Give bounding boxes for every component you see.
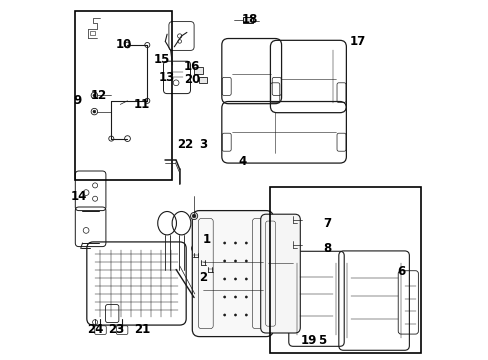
Circle shape — [191, 244, 200, 253]
Text: 11: 11 — [134, 98, 150, 111]
FancyBboxPatch shape — [192, 211, 273, 337]
Text: 9: 9 — [73, 94, 81, 107]
Text: 21: 21 — [134, 323, 150, 336]
Bar — [194, 67, 203, 74]
Circle shape — [234, 296, 236, 298]
Circle shape — [234, 260, 236, 262]
Text: 10: 10 — [116, 39, 132, 51]
Circle shape — [234, 242, 236, 244]
Circle shape — [192, 214, 196, 218]
Circle shape — [223, 260, 225, 262]
Text: 24: 24 — [87, 323, 103, 336]
Text: 22: 22 — [177, 138, 193, 150]
Text: 16: 16 — [184, 60, 200, 73]
Circle shape — [234, 314, 236, 316]
Circle shape — [244, 242, 247, 244]
Circle shape — [223, 242, 225, 244]
Bar — [75, 11, 172, 180]
Bar — [89, 31, 95, 35]
Text: 12: 12 — [90, 89, 106, 102]
Circle shape — [223, 314, 225, 316]
Text: 1: 1 — [202, 233, 210, 246]
Text: 4: 4 — [238, 156, 246, 168]
Bar — [242, 17, 253, 23]
Text: 19: 19 — [301, 334, 317, 347]
Circle shape — [244, 296, 247, 298]
Text: 8: 8 — [323, 242, 331, 255]
Circle shape — [93, 94, 96, 97]
Circle shape — [190, 212, 197, 220]
Circle shape — [244, 314, 247, 316]
Text: 7: 7 — [323, 217, 331, 230]
Circle shape — [223, 296, 225, 298]
Circle shape — [205, 258, 214, 267]
Text: 20: 20 — [184, 73, 200, 86]
Circle shape — [93, 110, 96, 113]
Bar — [269, 187, 420, 353]
Bar — [199, 77, 207, 83]
Circle shape — [199, 251, 207, 260]
Circle shape — [234, 278, 236, 280]
Text: 5: 5 — [317, 334, 325, 347]
Text: 6: 6 — [396, 265, 405, 278]
Text: 13: 13 — [159, 71, 175, 84]
Text: 18: 18 — [241, 13, 258, 26]
Text: 14: 14 — [71, 190, 87, 203]
FancyBboxPatch shape — [260, 214, 300, 333]
Circle shape — [244, 278, 247, 280]
Text: 15: 15 — [153, 53, 169, 66]
Text: 2: 2 — [199, 271, 207, 284]
Circle shape — [223, 278, 225, 280]
Text: 17: 17 — [349, 35, 366, 48]
Text: 3: 3 — [199, 138, 207, 150]
Circle shape — [244, 260, 247, 262]
Text: 23: 23 — [108, 323, 124, 336]
